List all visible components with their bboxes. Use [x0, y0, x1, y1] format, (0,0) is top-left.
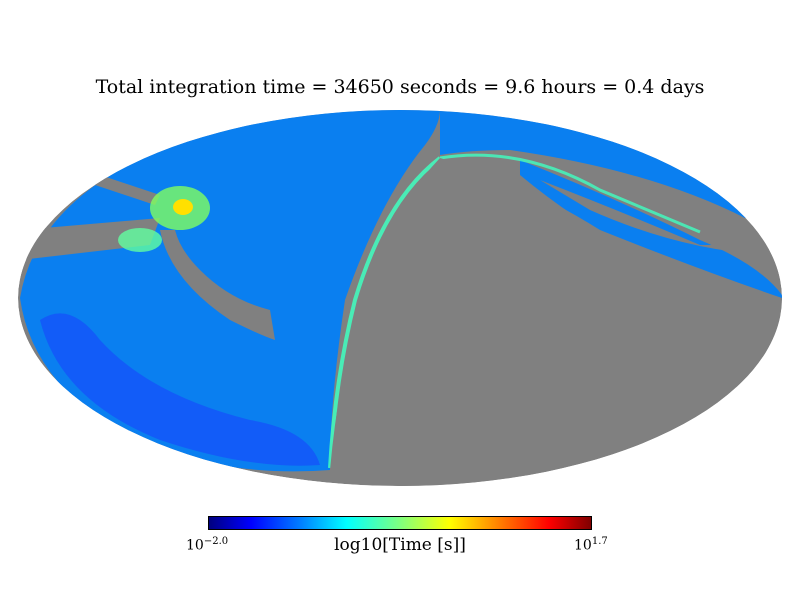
colorbar: [208, 516, 592, 530]
coverage-edge-arc: [328, 156, 442, 469]
colorbar-min-label: 10−2.0: [186, 536, 229, 554]
hotspot-secondary: [118, 228, 162, 252]
gap-band-upper: [95, 175, 160, 205]
map-title: Total integration time = 34650 seconds =…: [95, 76, 705, 98]
gap-band-arc: [160, 230, 275, 340]
gap-band-left: [20, 218, 160, 260]
colorbar-title: log10[Time [s]]: [334, 535, 466, 555]
coverage-edge-arc-upper: [439, 153, 701, 234]
coverage-arc-upper: [440, 110, 760, 218]
colorbar-max-label: 101.7: [574, 536, 608, 554]
hotspot-inner: [173, 199, 193, 215]
masked-region-right: [330, 158, 782, 486]
coverage-dense-blue: [40, 313, 320, 466]
gap-band-diagonal: [540, 180, 768, 255]
